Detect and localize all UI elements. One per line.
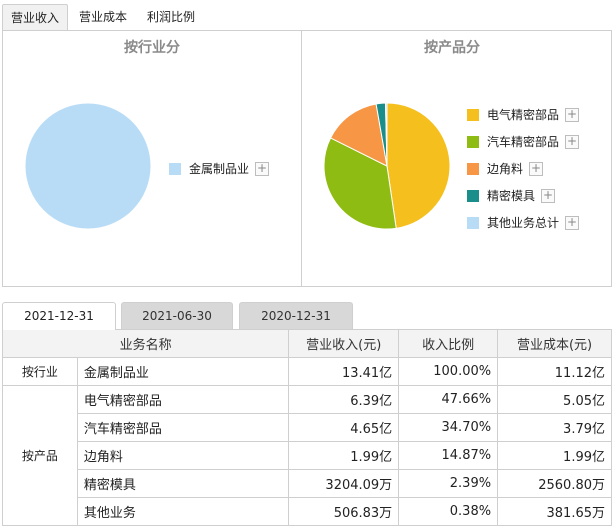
group-label-industry: 按行业 — [2, 357, 78, 386]
header-cost: 营业成本(元) — [497, 329, 612, 358]
table-header-row: 业务名称 营业收入(元) 收入比例 营业成本(元) — [1, 329, 612, 358]
row-ratio: 34.70% — [398, 413, 499, 442]
table-row: 精密模具 3204.09万 2.39% 2560.80万 — [3, 469, 612, 498]
top-tab-bar: 营业收入 营业成本 利润比例 — [0, 0, 612, 30]
row-revenue: 1.99亿 — [288, 441, 400, 470]
period-tab-2021-12-31[interactable]: 2021-12-31 — [2, 302, 116, 330]
panel-divider — [301, 31, 302, 286]
chart-panels: 按行业分 按产品分 金属制品业 + 电气精密部品 + 汽车精密部品 + 边角料 + 精密模具 +… — [2, 30, 612, 287]
row-name: 其他业务 — [76, 497, 290, 526]
table-row: 汽车精密部品 4.65亿 34.70% 3.79亿 — [3, 413, 612, 442]
table-row: 边角料 1.99亿 14.87% 1.99亿 — [3, 441, 612, 470]
legend-label: 电气精密部品 — [487, 108, 560, 122]
industry-legend: 金属制品业 + — [169, 161, 289, 181]
pie-slice-0-0[interactable] — [24, 102, 152, 230]
expand-plus-icon[interactable]: + — [565, 107, 580, 122]
row-cost: 3.79亿 — [497, 413, 612, 442]
row-revenue: 506.83万 — [288, 497, 400, 526]
pie-slice-1-2[interactable] — [329, 103, 388, 167]
row-revenue: 13.41亿 — [288, 357, 400, 386]
pie-slice-1-1[interactable] — [323, 137, 397, 230]
row-cost: 11.12亿 — [497, 357, 612, 386]
legend-swatch — [169, 163, 181, 175]
row-ratio: 14.87% — [398, 441, 499, 470]
revenue-table: 业务名称 营业收入(元) 收入比例 营业成本(元) 按行业 金属制品业 13.4… — [1, 329, 612, 526]
row-name: 汽车精密部品 — [76, 413, 290, 442]
expand-plus-icon[interactable]: + — [565, 215, 580, 230]
period-tab-2020-12-31[interactable]: 2020-12-31 — [239, 302, 353, 329]
row-ratio: 100.00% — [398, 357, 499, 386]
row-ratio: 0.38% — [398, 497, 499, 526]
tab-profit-ratio[interactable]: 利润比例 — [146, 10, 195, 24]
row-name: 精密模具 — [76, 469, 290, 498]
legend-swatch — [467, 109, 479, 121]
row-name: 电气精密部品 — [76, 385, 290, 414]
legend-swatch — [467, 136, 479, 148]
industry-chart-title: 按行业分 — [124, 40, 180, 56]
legend-label: 其他业务总计 — [487, 216, 560, 230]
legend-swatch — [467, 163, 479, 175]
expand-plus-icon[interactable]: + — [565, 134, 580, 149]
pie-slice-1-0[interactable] — [386, 102, 451, 229]
row-ratio: 2.39% — [398, 469, 499, 498]
legend-swatch — [467, 217, 479, 229]
group-label-product: 按产品 — [2, 385, 78, 526]
tab-cost[interactable]: 营业成本 — [78, 10, 127, 24]
product-pie-chart — [323, 102, 451, 230]
period-tab-2021-06-30[interactable]: 2021-06-30 — [121, 302, 233, 329]
legend-label: 边角料 — [487, 162, 524, 176]
product-legend: 电气精密部品 + 汽车精密部品 + 边角料 + 精密模具 + 其他业务总计 + — [467, 107, 607, 247]
expand-plus-icon[interactable]: + — [255, 161, 270, 176]
expand-plus-icon[interactable]: + — [529, 161, 544, 176]
product-chart-title: 按产品分 — [424, 40, 480, 56]
row-cost: 5.05亿 — [497, 385, 612, 414]
table-row: 其他业务 506.83万 0.38% 381.65万 — [3, 497, 612, 526]
legend-label: 汽车精密部品 — [487, 135, 560, 149]
row-cost: 381.65万 — [497, 497, 612, 526]
row-cost: 2560.80万 — [497, 469, 612, 498]
legend-swatch — [467, 190, 479, 202]
row-ratio: 47.66% — [398, 385, 499, 414]
table-row: 按产品 电气精密部品 6.39亿 47.66% 5.05亿 — [2, 385, 612, 526]
table-row: 按行业 金属制品业 13.41亿 100.00% 11.12亿 — [2, 357, 612, 386]
header-business-name: 业务名称 — [1, 329, 290, 358]
expand-plus-icon[interactable]: + — [541, 188, 556, 203]
legend-label: 金属制品业 — [189, 162, 250, 176]
pie-slice-1-4[interactable] — [384, 102, 388, 167]
row-revenue: 6.39亿 — [288, 385, 400, 414]
row-name: 金属制品业 — [76, 357, 290, 386]
row-revenue: 3204.09万 — [288, 469, 400, 498]
industry-pie-chart — [24, 102, 152, 230]
header-revenue: 营业收入(元) — [288, 329, 400, 358]
row-cost: 1.99亿 — [497, 441, 612, 470]
legend-label: 精密模具 — [487, 189, 536, 203]
header-ratio: 收入比例 — [398, 329, 499, 358]
row-revenue: 4.65亿 — [288, 413, 400, 442]
row-name: 边角料 — [76, 441, 290, 470]
tab-revenue[interactable]: 营业收入 — [2, 4, 68, 30]
